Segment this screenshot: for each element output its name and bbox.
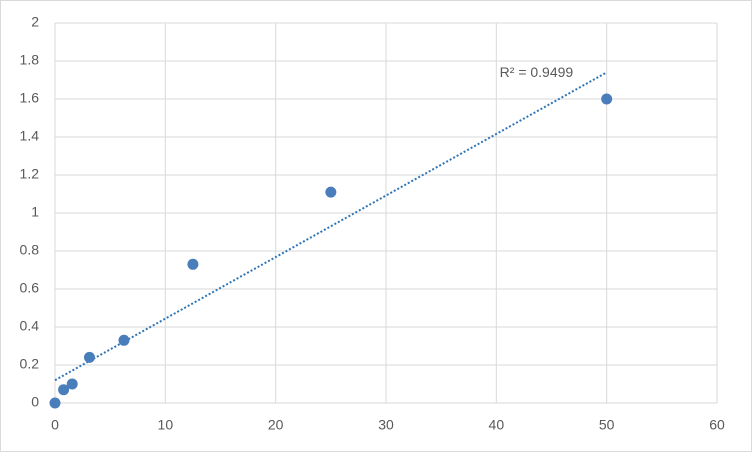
point	[49, 397, 61, 409]
point	[66, 378, 78, 390]
x-tick-label: 40	[489, 417, 505, 433]
point	[601, 93, 613, 105]
y-tick-label: 1.2	[20, 166, 40, 182]
point	[58, 384, 70, 396]
trendline-label: R² = 0.9499	[500, 64, 574, 80]
y-tick-label: 0.6	[20, 280, 40, 296]
x-tick-label: 30	[378, 417, 394, 433]
y-tick-label: 0	[31, 394, 39, 410]
y-tick-label: 1.4	[20, 128, 40, 144]
point	[83, 351, 95, 363]
y-tick-label: 1.6	[20, 90, 40, 106]
x-tick-label: 0	[51, 417, 59, 433]
y-tick-label: 0.2	[20, 356, 40, 372]
y-tick-label: 1.8	[20, 52, 40, 68]
x-tick-label: 50	[599, 417, 615, 433]
y-tick-label: 1	[31, 204, 39, 220]
y-tick-label: 2	[31, 14, 39, 30]
x-tick-label: 60	[709, 417, 725, 433]
x-tick-label: 10	[158, 417, 174, 433]
trendline	[54, 71, 608, 382]
y-tick-label: 0.4	[20, 318, 40, 334]
point	[118, 334, 130, 346]
x-tick-label: 20	[268, 417, 284, 433]
point	[187, 258, 199, 270]
point	[325, 186, 337, 198]
y-tick-label: 0.8	[20, 242, 40, 258]
